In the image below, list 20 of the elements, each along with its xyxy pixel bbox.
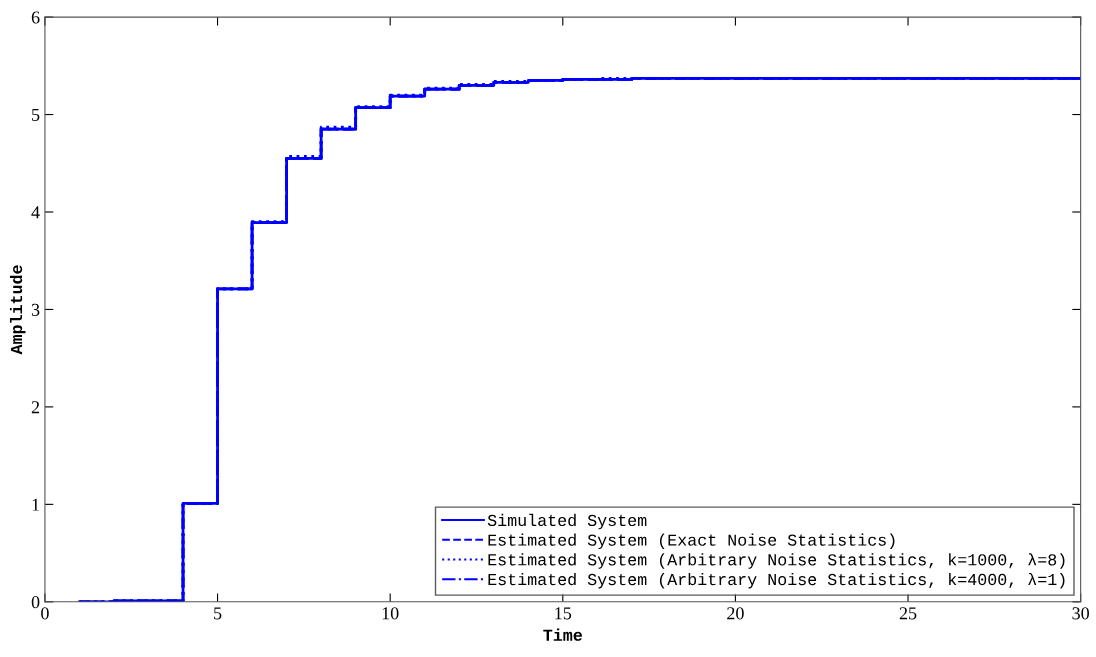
y-tick-label: 1 bbox=[32, 498, 39, 511]
x-tick-label: 15 bbox=[555, 607, 572, 620]
x-tick-label: 20 bbox=[727, 607, 744, 620]
legend-label: Estimated System (Arbitrary Noise Statistics, k=1000, λ=8) bbox=[488, 553, 1065, 569]
x-tick-label: 30 bbox=[1072, 607, 1089, 620]
y-tick-label: 3 bbox=[31, 303, 40, 316]
x-tick-label: 25 bbox=[899, 607, 917, 620]
x-tick-label: 5 bbox=[214, 607, 222, 620]
y-tick-label: 2 bbox=[31, 401, 40, 414]
legend-label: Estimated System (Arbitrary Noise Statistics, k=4000, λ=1) bbox=[488, 572, 1065, 589]
y-tick-label: 0 bbox=[31, 596, 40, 609]
legend-label: Estimated System (Exact Noise Statistics) bbox=[488, 533, 895, 550]
x-tick-label: 0 bbox=[41, 607, 49, 620]
x-axis-title: Time bbox=[543, 628, 582, 641]
y-tick-label: 6 bbox=[31, 11, 40, 24]
x-tick-label: 10 bbox=[382, 607, 399, 620]
y-tick-label: 5 bbox=[32, 108, 40, 121]
y-axis-title: Amplitude bbox=[9, 265, 26, 355]
y-tick-label: 4 bbox=[31, 206, 40, 219]
legend-label: Simulated System bbox=[487, 513, 647, 530]
